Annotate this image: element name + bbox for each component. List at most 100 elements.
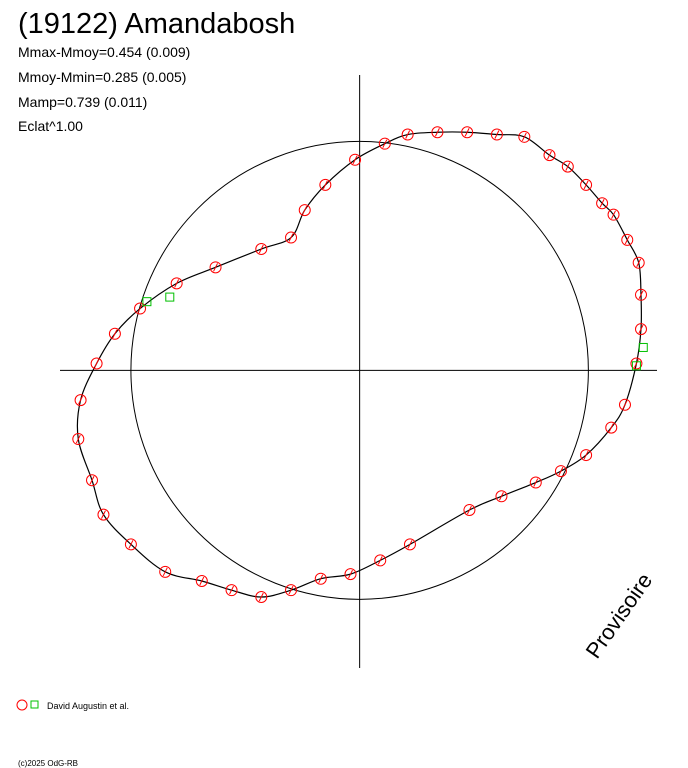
point-tick — [288, 233, 294, 242]
point-tick — [608, 423, 614, 432]
point — [124, 538, 137, 551]
point — [159, 565, 172, 578]
point-tick — [322, 180, 328, 190]
point-tick — [288, 585, 294, 595]
point-tick — [89, 476, 95, 485]
point — [631, 361, 641, 371]
point-tick — [318, 574, 324, 583]
point-tick — [521, 132, 527, 142]
point-tick — [174, 279, 180, 288]
annotation: Mmax-Mmoy=0.454 (0.009) — [18, 44, 190, 60]
point — [401, 128, 414, 141]
annotation: Mamp=0.739 (0.011) — [18, 94, 147, 110]
point — [195, 574, 208, 587]
point — [225, 584, 238, 597]
point — [374, 554, 387, 567]
point-tick — [78, 395, 84, 405]
point — [621, 233, 634, 246]
point — [209, 261, 222, 274]
point — [298, 204, 311, 217]
point — [285, 584, 298, 597]
point-tick — [407, 540, 413, 549]
point-tick — [302, 205, 308, 215]
point — [632, 256, 645, 269]
annotation: Mmoy-Mmin=0.285 (0.005) — [18, 69, 186, 85]
point-tick — [258, 244, 264, 254]
point — [634, 288, 647, 301]
point-tick — [434, 128, 440, 137]
point-tick — [466, 505, 472, 515]
point-tick — [128, 540, 134, 549]
point — [90, 357, 103, 370]
point-tick — [377, 556, 383, 565]
point — [170, 277, 183, 290]
point-tick — [622, 400, 628, 409]
point — [142, 297, 152, 307]
point — [255, 591, 268, 604]
point — [495, 490, 508, 503]
point — [86, 474, 99, 487]
point — [580, 178, 593, 191]
point-tick — [599, 198, 605, 208]
point-tick — [565, 162, 571, 171]
point — [165, 292, 175, 302]
point — [349, 153, 362, 166]
point — [529, 476, 542, 489]
point-tick — [405, 130, 411, 139]
point — [134, 302, 147, 315]
point-tick — [464, 128, 470, 137]
point-tick — [636, 258, 642, 267]
point — [634, 323, 647, 336]
point — [554, 465, 567, 478]
point-tick — [638, 290, 644, 300]
point — [607, 208, 620, 221]
point — [344, 568, 357, 581]
legend-icon — [30, 700, 39, 709]
point — [461, 126, 474, 139]
point — [543, 149, 556, 162]
point — [561, 160, 574, 173]
point — [630, 357, 643, 370]
legend-icon — [16, 699, 28, 711]
point-tick — [638, 324, 644, 334]
point — [108, 327, 121, 340]
point-tick — [583, 450, 589, 460]
point-tick — [137, 304, 143, 313]
point-tick — [229, 585, 234, 595]
point — [319, 178, 332, 191]
point — [97, 508, 110, 521]
point — [285, 231, 298, 244]
point — [618, 398, 631, 411]
point — [403, 538, 416, 551]
legend-label: David Augustin et al. — [47, 701, 129, 711]
point-tick — [199, 576, 205, 586]
model-curve — [76, 131, 643, 598]
point-tick — [112, 329, 118, 338]
point-tick — [162, 567, 168, 577]
point-tick — [558, 466, 564, 476]
point-tick — [611, 210, 616, 219]
copyright: (c)2025 OdG-RB — [18, 759, 78, 768]
point-tick — [547, 150, 552, 160]
point — [596, 197, 609, 210]
point-tick — [533, 478, 539, 487]
point — [378, 137, 391, 150]
point-tick — [258, 592, 264, 602]
point — [605, 421, 618, 434]
annotation: Eclat^1.00 — [18, 118, 83, 134]
point-tick — [583, 180, 589, 190]
point-tick — [75, 434, 81, 444]
point-tick — [633, 359, 639, 368]
point — [74, 394, 87, 407]
point — [490, 128, 503, 141]
watermark: Provisoire — [581, 568, 658, 662]
point-tick — [494, 130, 500, 139]
point — [255, 243, 268, 256]
point — [431, 126, 444, 139]
point — [638, 342, 648, 352]
point — [580, 449, 593, 462]
point-tick — [348, 569, 353, 579]
point — [518, 130, 531, 143]
